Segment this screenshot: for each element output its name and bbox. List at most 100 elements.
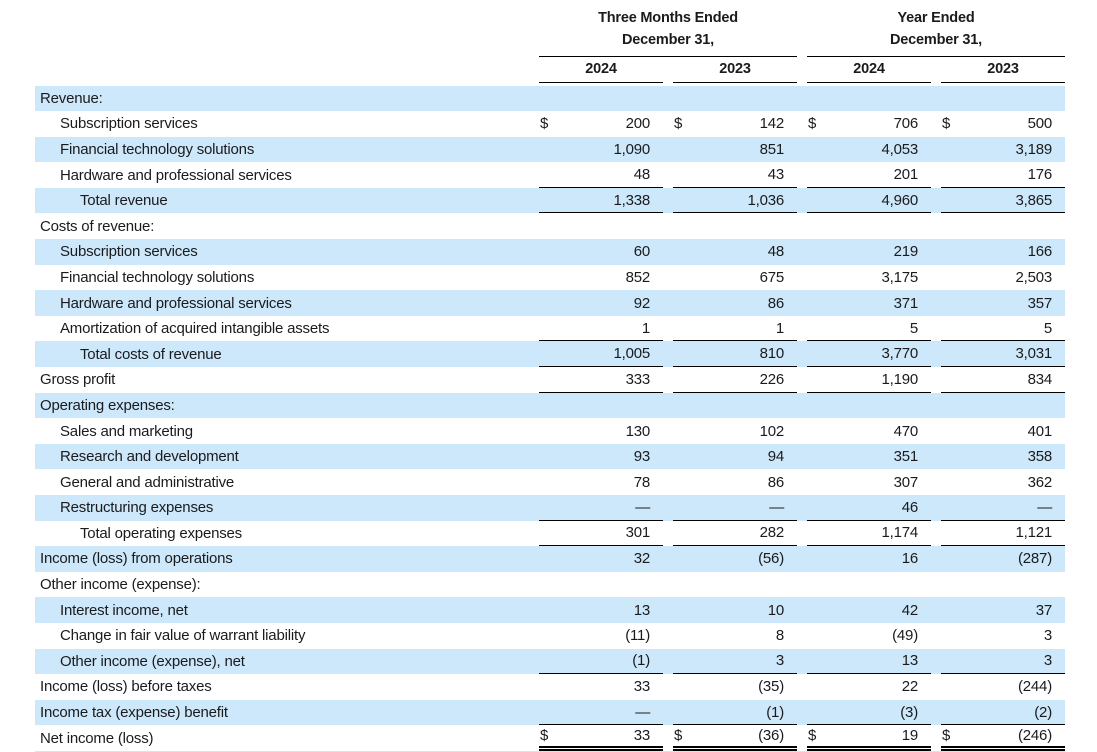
row-label: Other income (expense), net [60,652,245,670]
row-label: Income (loss) from operations [40,550,233,568]
value-cell-year-2024: 307 [807,469,931,495]
value-cell-year-2024: 46 [807,495,931,521]
dollar-sign: $ [808,727,817,745]
cell-value: (1) [766,703,784,721]
dollar-sign: $ [540,115,549,133]
dollar-sign: $ [942,115,951,133]
cell-value: 42 [901,601,919,619]
value-cell-three-months-2024: $200 [539,111,663,137]
cell-value: 22 [901,678,919,696]
table-row: Costs of revenue: [35,213,1065,239]
value-cell-three-months-2024: 33 [539,674,663,700]
cell-value: 48 [633,166,651,184]
cell-value: 1 [775,319,784,337]
table-row: Revenue: [35,85,1065,112]
value-cell-three-months-2024: (1) [539,649,663,675]
value-cell-year-2023: — [941,495,1065,521]
table-header-period-row: Three Months Ended December 31, Year End… [35,8,1065,57]
cell-value: 1,190 [881,370,918,388]
cell-value: 357 [1027,294,1053,312]
value-cell-year-2023: (287) [941,546,1065,572]
cell-value: (1) [632,652,650,670]
table-row: Net income (loss) $33 $ (36) $19 $ (246) [35,725,1065,751]
value-cell-three-months-2023: 282 [673,521,797,547]
value-cell-three-months-2023: $ (36) [673,725,797,751]
value-cell-year-2024: 42 [807,597,931,623]
year-column-header: 2024 [539,57,663,83]
row-label: Financial technology solutions [60,268,255,286]
cell-value: 4,960 [881,191,918,209]
value-cell-three-months-2024: 32 [539,546,663,572]
row-label: Other income (expense): [40,576,201,594]
value-cell-three-months-2024: (11) [539,623,663,649]
value-cell-three-months-2023 [673,393,797,419]
value-cell-year-2023: 3,865 [941,188,1065,214]
cell-value: 3,175 [881,268,918,286]
value-cell-three-months-2023: 10 [673,597,797,623]
period-header-year-ended: Year Ended December 31, [807,8,1065,57]
row-label: Hardware and professional services [60,166,292,184]
cell-value: 32 [633,550,651,568]
cell-value: 8 [775,627,784,645]
value-cell-three-months-2024: 1,005 [539,341,663,368]
table-row: Other income (expense), net (1) 3 13 3 [35,648,1065,675]
value-cell-year-2023: 358 [941,444,1065,470]
table-row: Operating expenses: [35,392,1065,419]
table-row: General and administrative 78 86 307 362 [35,469,1065,495]
cell-value: 470 [893,422,919,440]
row-label: Net income (loss) [40,729,154,747]
value-cell-year-2023: 1,121 [941,521,1065,547]
value-cell-year-2023 [941,393,1065,419]
table-row: Research and development 93 94 351 358 [35,443,1065,470]
table-row: Financial technology solutions 1,090 851… [35,136,1065,163]
cell-value: 834 [1027,370,1053,388]
cell-value: — [635,703,650,721]
cell-value: 851 [759,140,785,158]
cell-value: 852 [625,268,651,286]
value-cell-three-months-2023 [673,213,797,239]
value-cell-year-2024: 1,190 [807,367,931,393]
value-cell-three-months-2023: 851 [673,137,797,163]
value-cell-three-months-2023: 3 [673,649,797,675]
table-row: Income (loss) from operations 32 (56) 16… [35,546,1065,572]
year-column-header: 2023 [673,57,797,83]
value-cell-year-2024: 201 [807,162,931,188]
value-cell-year-2024: 13 [807,649,931,675]
value-cell-year-2024 [807,572,931,598]
cell-value: 5 [909,319,918,337]
row-label: Gross profit [40,371,116,389]
value-cell-year-2023 [941,86,1065,112]
value-cell-three-months-2023: $142 [673,111,797,137]
table-row: Gross profit 333 226 1,190 834 [35,367,1065,393]
cell-value: 3 [1043,652,1052,670]
value-cell-three-months-2023 [673,86,797,112]
value-cell-three-months-2024: — [539,700,663,726]
table-row: Hardware and professional services 92 86… [35,290,1065,316]
cell-value: 37 [1035,601,1053,619]
cell-value: 3 [1043,627,1052,645]
row-label: Change in fair value of warrant liabilit… [60,627,306,645]
value-cell-year-2023: (244) [941,674,1065,700]
value-cell-year-2023: 834 [941,367,1065,393]
value-cell-three-months-2024: 78 [539,469,663,495]
value-cell-three-months-2023 [673,572,797,598]
cell-value: 16 [901,550,919,568]
cell-value: 92 [633,294,651,312]
cell-value: 3,031 [1015,345,1052,363]
value-cell-three-months-2023: 86 [673,290,797,316]
cell-value: — [1037,498,1052,516]
value-cell-year-2024: 351 [807,444,931,470]
row-label: Hardware and professional services [60,294,292,312]
value-cell-year-2024: 22 [807,674,931,700]
table-row: Subscription services 60 48 219 166 [35,239,1065,265]
row-label: Interest income, net [60,601,188,619]
value-cell-three-months-2023: 102 [673,418,797,444]
period-header-three-months-ended: Three Months Ended December 31, [539,8,797,57]
value-cell-year-2023: $500 [941,111,1065,137]
cell-value: 94 [767,448,785,466]
dollar-sign: $ [674,115,683,133]
dollar-sign: $ [808,115,817,133]
row-label: Operating expenses: [40,396,175,414]
row-label: Restructuring expenses [60,499,214,517]
value-cell-year-2024 [807,213,931,239]
